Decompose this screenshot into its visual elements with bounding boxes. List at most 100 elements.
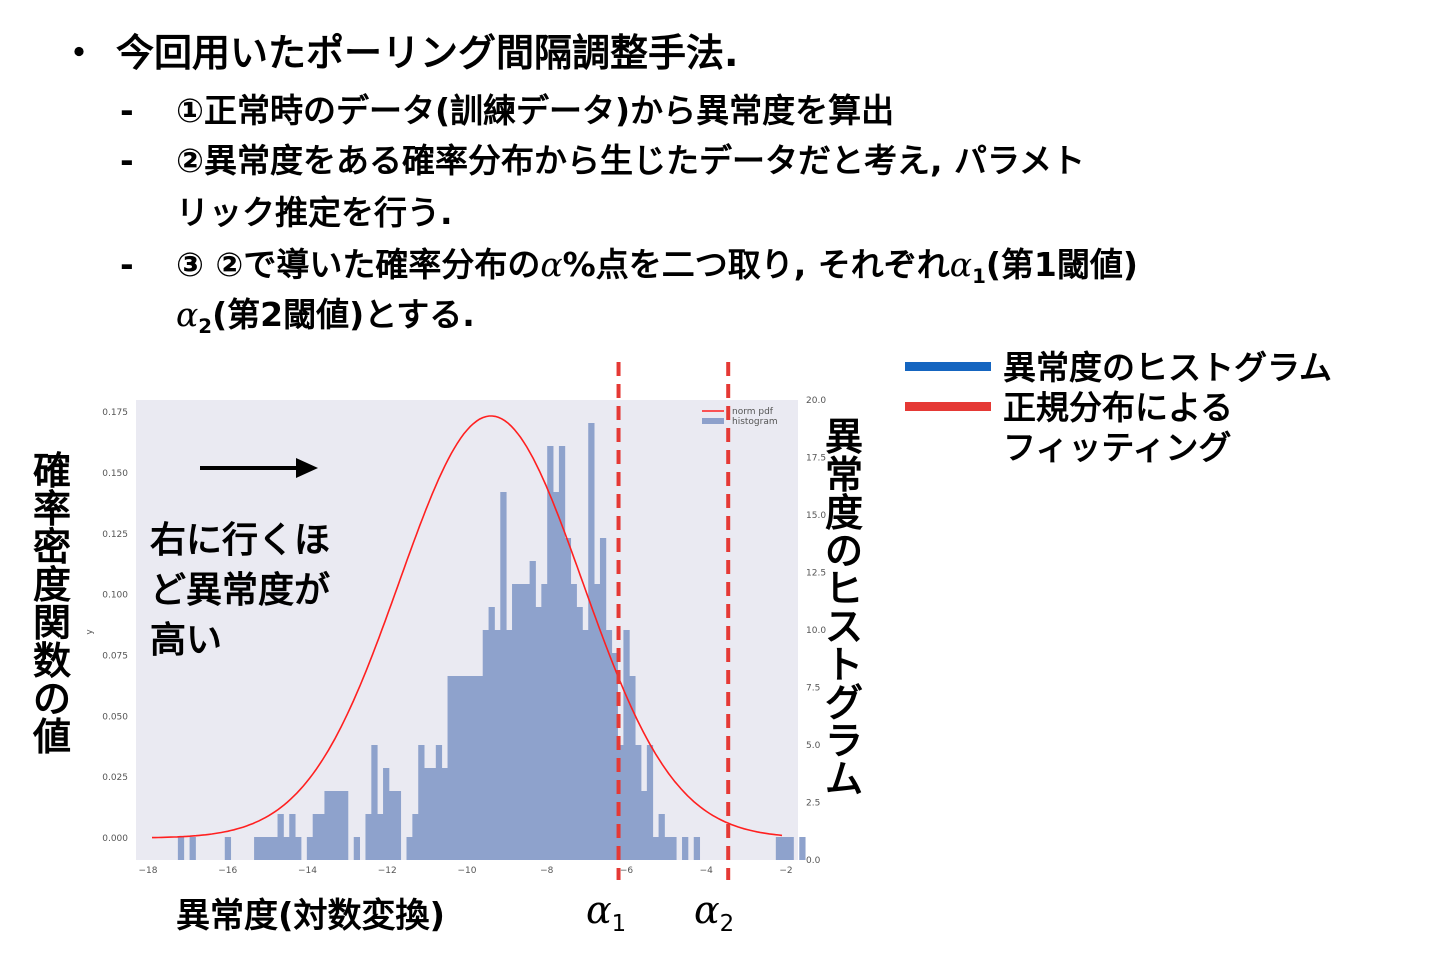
inner-y-label: y [85, 629, 95, 635]
histogram-bar [412, 814, 419, 860]
histogram-bar [424, 768, 431, 860]
alpha1-symbol: α [949, 245, 973, 284]
y-tick-label: 0.150 [102, 469, 128, 479]
histogram-bar [529, 561, 536, 860]
legend-swatch-histogram [905, 362, 991, 371]
histogram-bar [470, 676, 478, 860]
histogram-bar [500, 492, 507, 860]
histogram-bar [459, 676, 466, 860]
slide-title: 今回用いたポーリング間隔調整手法. [116, 31, 739, 75]
histogram-bar [283, 837, 290, 860]
item-3-pre: ③ ②で導いた確率分布の [176, 245, 541, 284]
note-line-2: ど異常度が [150, 570, 331, 611]
histogram-bar [488, 607, 495, 860]
histogram-bar [541, 584, 548, 860]
note-line-1: 右に行くほ [150, 520, 331, 561]
inner-legend-patch [702, 418, 724, 424]
histogram-bar [506, 630, 513, 860]
histogram-bar [564, 538, 572, 860]
histogram-bar [576, 607, 583, 860]
y2-tick-label: 17.5 [806, 454, 826, 464]
histogram-bar [693, 837, 701, 860]
histogram-bar [547, 446, 554, 860]
y2-tick-label: 2.5 [806, 799, 820, 809]
y-tick-label: 0.075 [102, 652, 128, 662]
y-tick-label: 0.100 [102, 591, 128, 601]
x-tick-label: −14 [298, 866, 317, 876]
histogram-bar [670, 837, 677, 860]
histogram-bar [371, 745, 378, 860]
histogram-bar [336, 791, 343, 860]
histogram-bar [465, 676, 472, 860]
histogram-bar [453, 676, 460, 860]
dash-marker: - [120, 141, 134, 180]
histogram-bar [441, 768, 448, 860]
histogram-bar [588, 423, 595, 860]
histogram-bar [658, 814, 665, 860]
legend-swatch-fit [905, 402, 991, 411]
histogram-bar [388, 791, 396, 860]
histogram-bar [447, 676, 454, 860]
histogram-bar [611, 653, 618, 860]
histogram-bar [617, 745, 624, 860]
histogram-bar [429, 768, 437, 860]
alpha2-subscript: 2 [719, 910, 735, 937]
item-3: -③ ②で導いた確率分布のα%点を二つ取り, それぞれα1(第1閾値) [120, 238, 1138, 288]
y2-tick-label: 12.5 [806, 569, 826, 579]
histogram-bar [353, 837, 361, 860]
histogram-bar [330, 791, 337, 860]
alpha2-subscript: 2 [198, 314, 213, 338]
histogram-bar [394, 791, 402, 860]
y2-tick-label: 5.0 [806, 741, 821, 751]
x-tick-label: −10 [458, 866, 477, 876]
histogram-bar [418, 745, 425, 860]
histogram-bar [271, 837, 278, 860]
item-2-cont: リック推定を行う. [176, 186, 453, 234]
histogram-bar [623, 630, 630, 860]
item-3-mid: %点を二つ取り, それぞれ [562, 245, 950, 284]
alpha1-subscript: 1 [972, 264, 986, 288]
norm-pdf-line [152, 415, 783, 839]
item-3-cont-text: (第2閾値)とする. [212, 295, 475, 334]
histogram-bar [523, 584, 531, 860]
inner-legend-label: histogram [732, 417, 778, 427]
legend-label-histogram: 異常度のヒストグラム [1003, 348, 1333, 387]
item-1-text: ①正常時のデータ(訓練データ)から異常度を算出 [176, 91, 895, 130]
item-2-text-a: ②異常度をある確率分布から生じたデータだと考え, パラメト [176, 141, 1085, 180]
alpha1-label: α1 [586, 888, 626, 937]
histogram-bar [640, 791, 648, 860]
histogram-bar [635, 745, 642, 860]
histogram-bar [383, 768, 390, 860]
histogram-bar [277, 814, 284, 860]
x-tick-label: −16 [218, 866, 237, 876]
item-1: - ①正常時のデータ(訓練データ)から異常度を算出 [120, 84, 894, 132]
histogram-bar [254, 837, 261, 860]
item-3-post: (第1閾値) [985, 245, 1138, 284]
histogram-bar [664, 837, 671, 860]
histogram-bar [259, 837, 267, 860]
histogram-bar [570, 584, 577, 860]
histogram-bar [476, 676, 484, 860]
inner-legend-label: norm pdf [732, 407, 774, 417]
histogram-bar [289, 814, 296, 860]
x-tick-label: −6 [620, 866, 634, 876]
histogram-bar [582, 630, 589, 860]
alpha1-subscript: 1 [611, 910, 627, 937]
histogram-bar [781, 837, 788, 860]
histogram-bar [682, 837, 689, 860]
histogram-bar [306, 837, 314, 860]
dash-marker: - [120, 91, 134, 130]
histogram-bar [406, 837, 413, 860]
histogram-bar [599, 538, 607, 860]
y2-tick-label: 10.0 [806, 626, 826, 636]
y-tick-label: 0.025 [102, 773, 128, 783]
y2-tick-label: 20.0 [806, 396, 826, 406]
x-tick-label: −2 [779, 866, 792, 876]
histogram-bar [553, 492, 560, 860]
histogram-bar [365, 814, 372, 860]
title-line: ・今回用いたポーリング間隔調整手法. [60, 22, 738, 77]
x-tick-label: −4 [700, 866, 714, 876]
histogram-bar [775, 837, 783, 860]
item-3-cont: α2(第2閾値)とする. [176, 288, 475, 338]
